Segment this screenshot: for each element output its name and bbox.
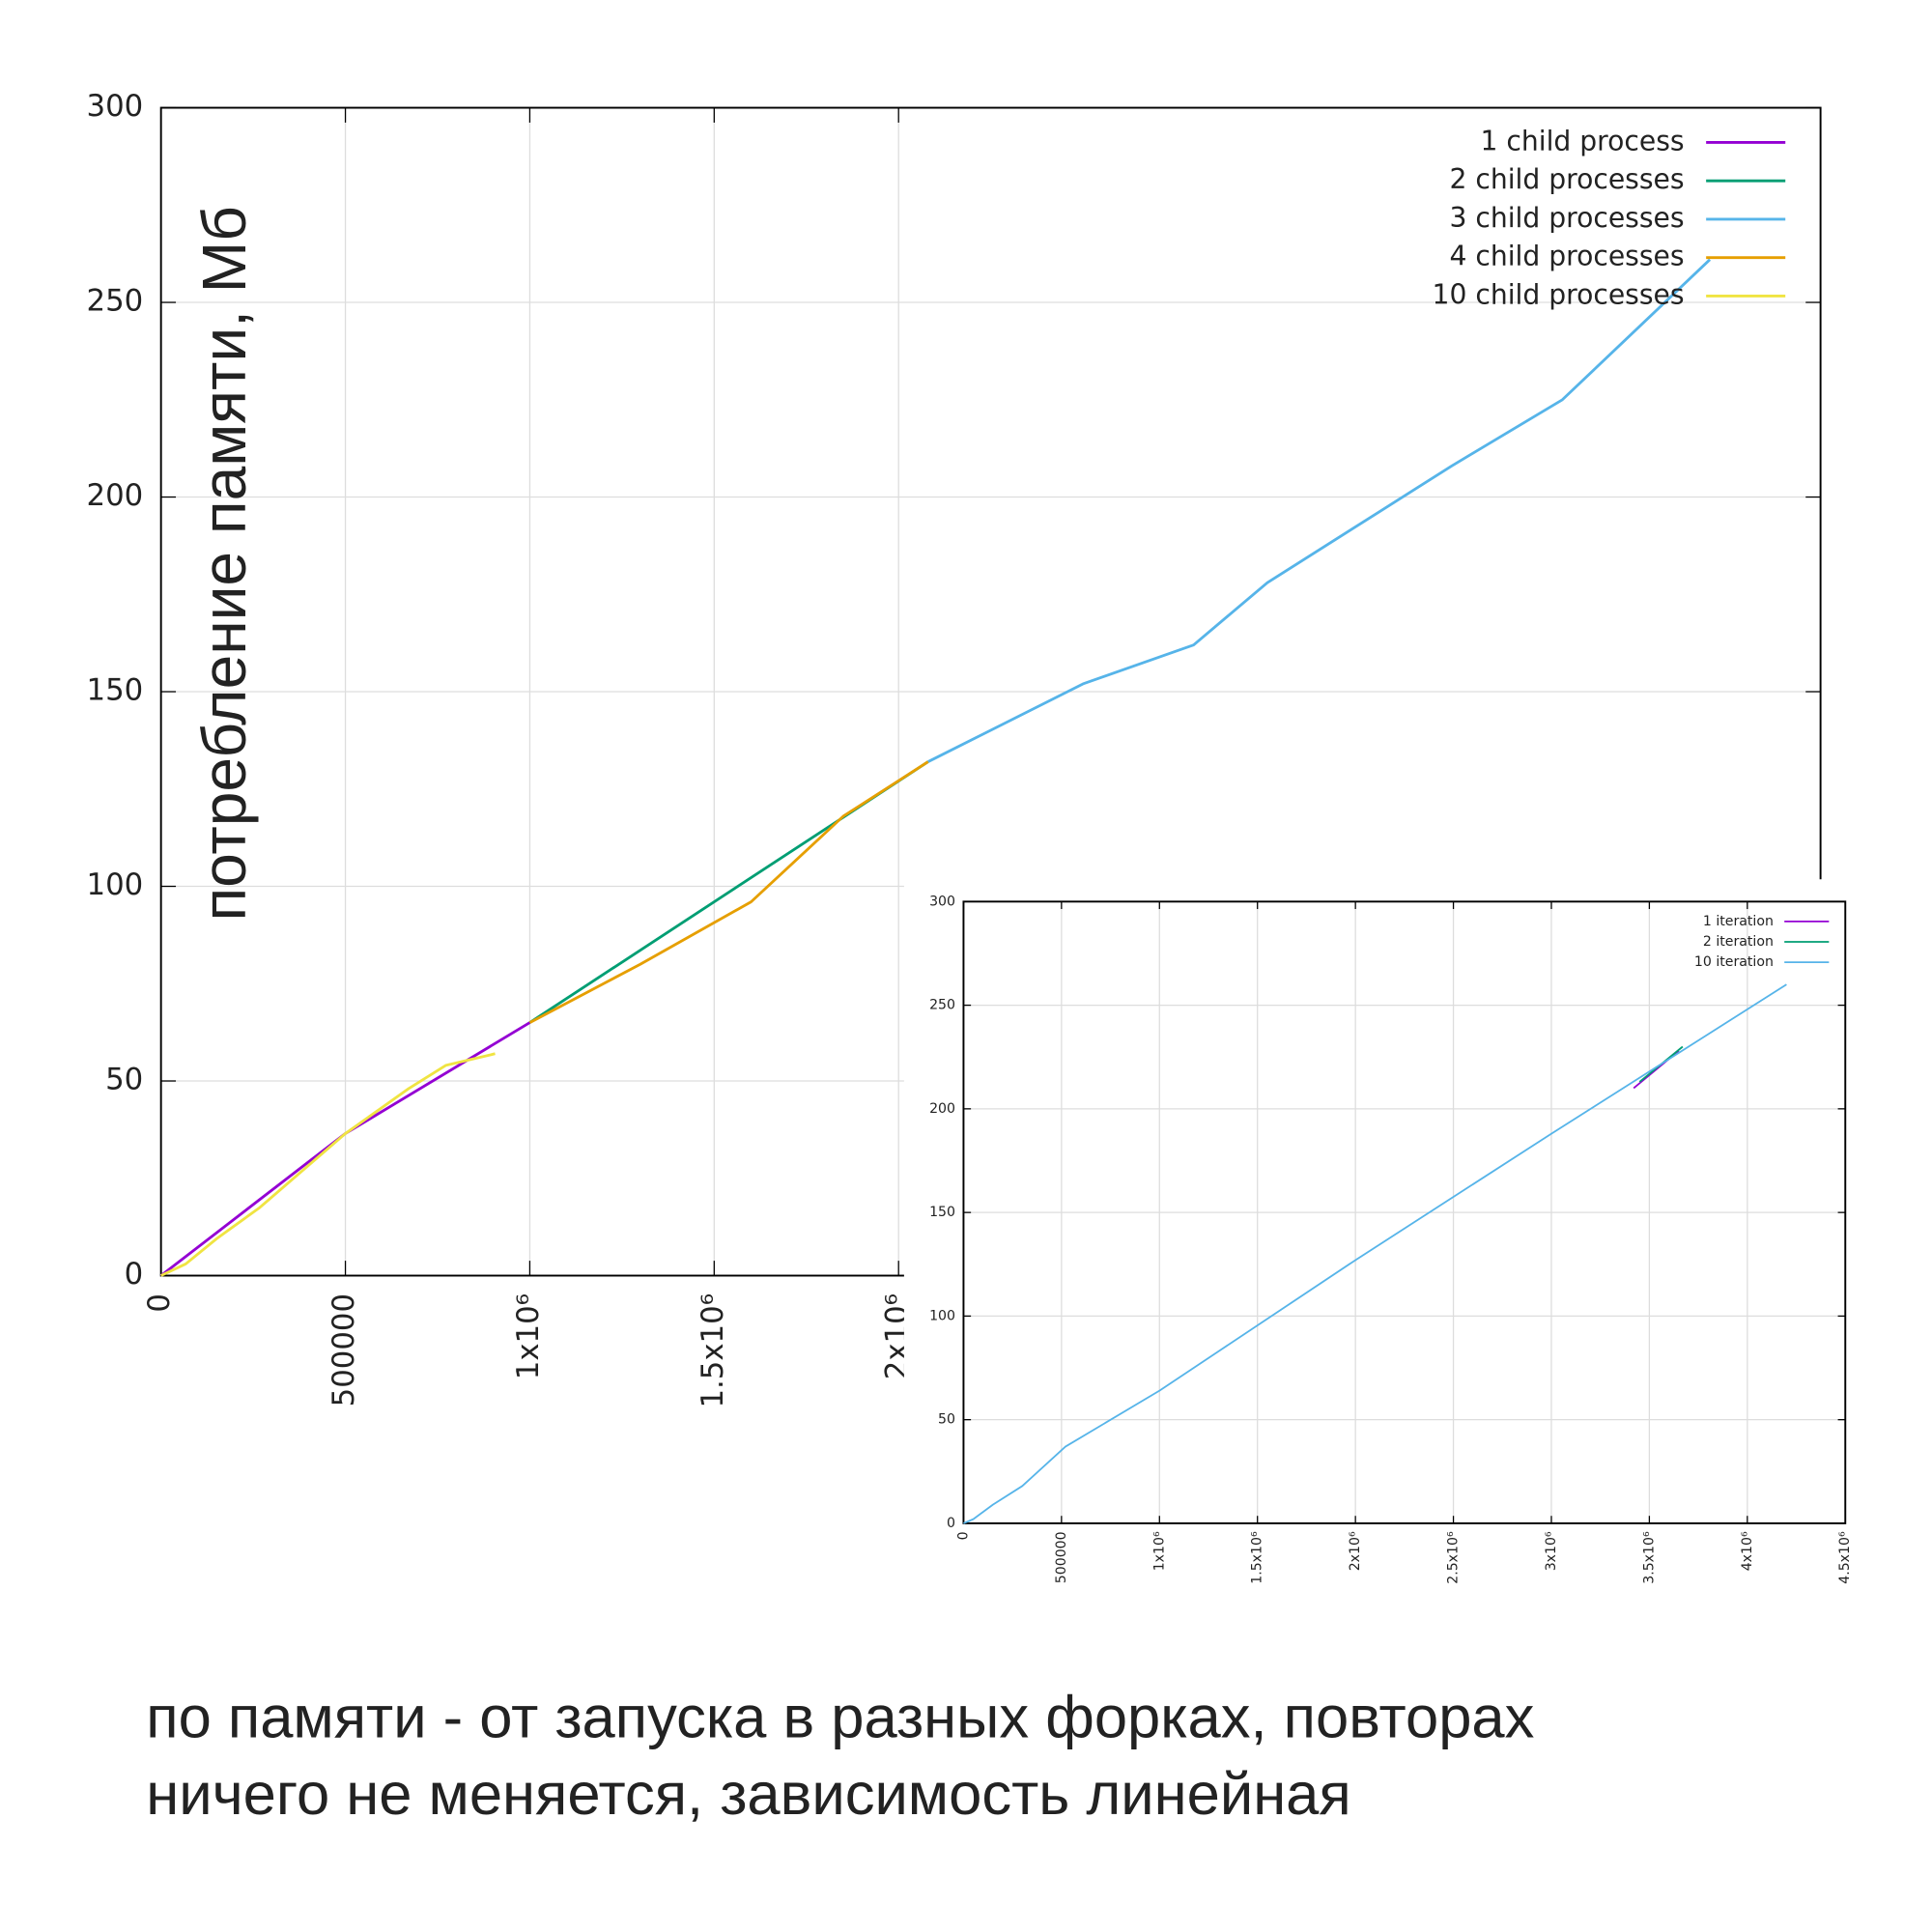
y-tick-label: 250 xyxy=(87,284,144,319)
x-tick-label: 1x10⁶ xyxy=(511,1293,546,1379)
x-tick-label: 4.5x10⁶ xyxy=(1837,1531,1853,1584)
y-tick-label: 100 xyxy=(87,867,144,902)
series-line xyxy=(160,1052,496,1277)
series-line xyxy=(963,983,1787,1524)
y-tick-label: 250 xyxy=(929,998,955,1013)
y-axis-label: потребление памяти, Мб xyxy=(189,206,259,921)
y-tick-label: 300 xyxy=(929,894,955,909)
caption-line: по памяти - от запуска в разных форках, … xyxy=(146,1684,1534,1750)
y-tick-label: 0 xyxy=(947,1516,955,1531)
inset-background xyxy=(903,879,1932,1610)
legend-label: 4 child processes xyxy=(1449,241,1684,272)
legend-label: 10 child processes xyxy=(1433,278,1685,310)
y-tick-label: 150 xyxy=(87,673,144,708)
x-tick-label: 500000 xyxy=(1054,1531,1069,1583)
y-tick-label: 50 xyxy=(938,1412,955,1428)
legend-label: 2 child processes xyxy=(1449,163,1684,195)
caption-line: ничего не меняется, зависимость линейная xyxy=(146,1761,1350,1828)
x-tick-label: 0 xyxy=(142,1293,177,1313)
series-line xyxy=(927,258,1712,763)
legend-label: 2 iteration xyxy=(1703,934,1774,950)
x-tick-label: 3x10⁶ xyxy=(1544,1531,1559,1571)
y-tick-label: 200 xyxy=(929,1101,955,1117)
y-tick-label: 300 xyxy=(87,89,144,124)
legend-label: 1 iteration xyxy=(1703,914,1774,929)
x-tick-label: 2.5x10⁶ xyxy=(1446,1531,1462,1584)
x-tick-label: 2x10⁶ xyxy=(1348,1531,1363,1571)
y-tick-label: 0 xyxy=(125,1257,144,1292)
x-tick-label: 1.5x10⁶ xyxy=(696,1293,730,1408)
x-tick-label: 1.5x10⁶ xyxy=(1250,1531,1265,1584)
x-tick-label: 0 xyxy=(955,1531,971,1540)
y-tick-label: 200 xyxy=(87,478,144,513)
x-tick-label: 4x10⁶ xyxy=(1740,1531,1755,1571)
legend-label: 3 child processes xyxy=(1449,202,1684,234)
y-tick-label: 100 xyxy=(929,1308,955,1323)
legend-label: 1 child process xyxy=(1480,125,1684,156)
legend-label: 10 iteration xyxy=(1694,954,1774,970)
series-line xyxy=(528,760,929,1024)
y-tick-label: 50 xyxy=(105,1063,143,1097)
y-tick-label: 150 xyxy=(929,1205,955,1220)
chart: 0 50 100 150 200 250 300 0 500000 1x10⁶ 1.5x10⁶ 2x1… xyxy=(903,879,1932,1610)
x-tick-label: 3.5x10⁶ xyxy=(1641,1531,1657,1584)
x-tick-label: 500000 xyxy=(327,1293,361,1406)
plot-frame xyxy=(962,900,1847,1524)
x-tick-label: 1x10⁶ xyxy=(1151,1531,1167,1571)
